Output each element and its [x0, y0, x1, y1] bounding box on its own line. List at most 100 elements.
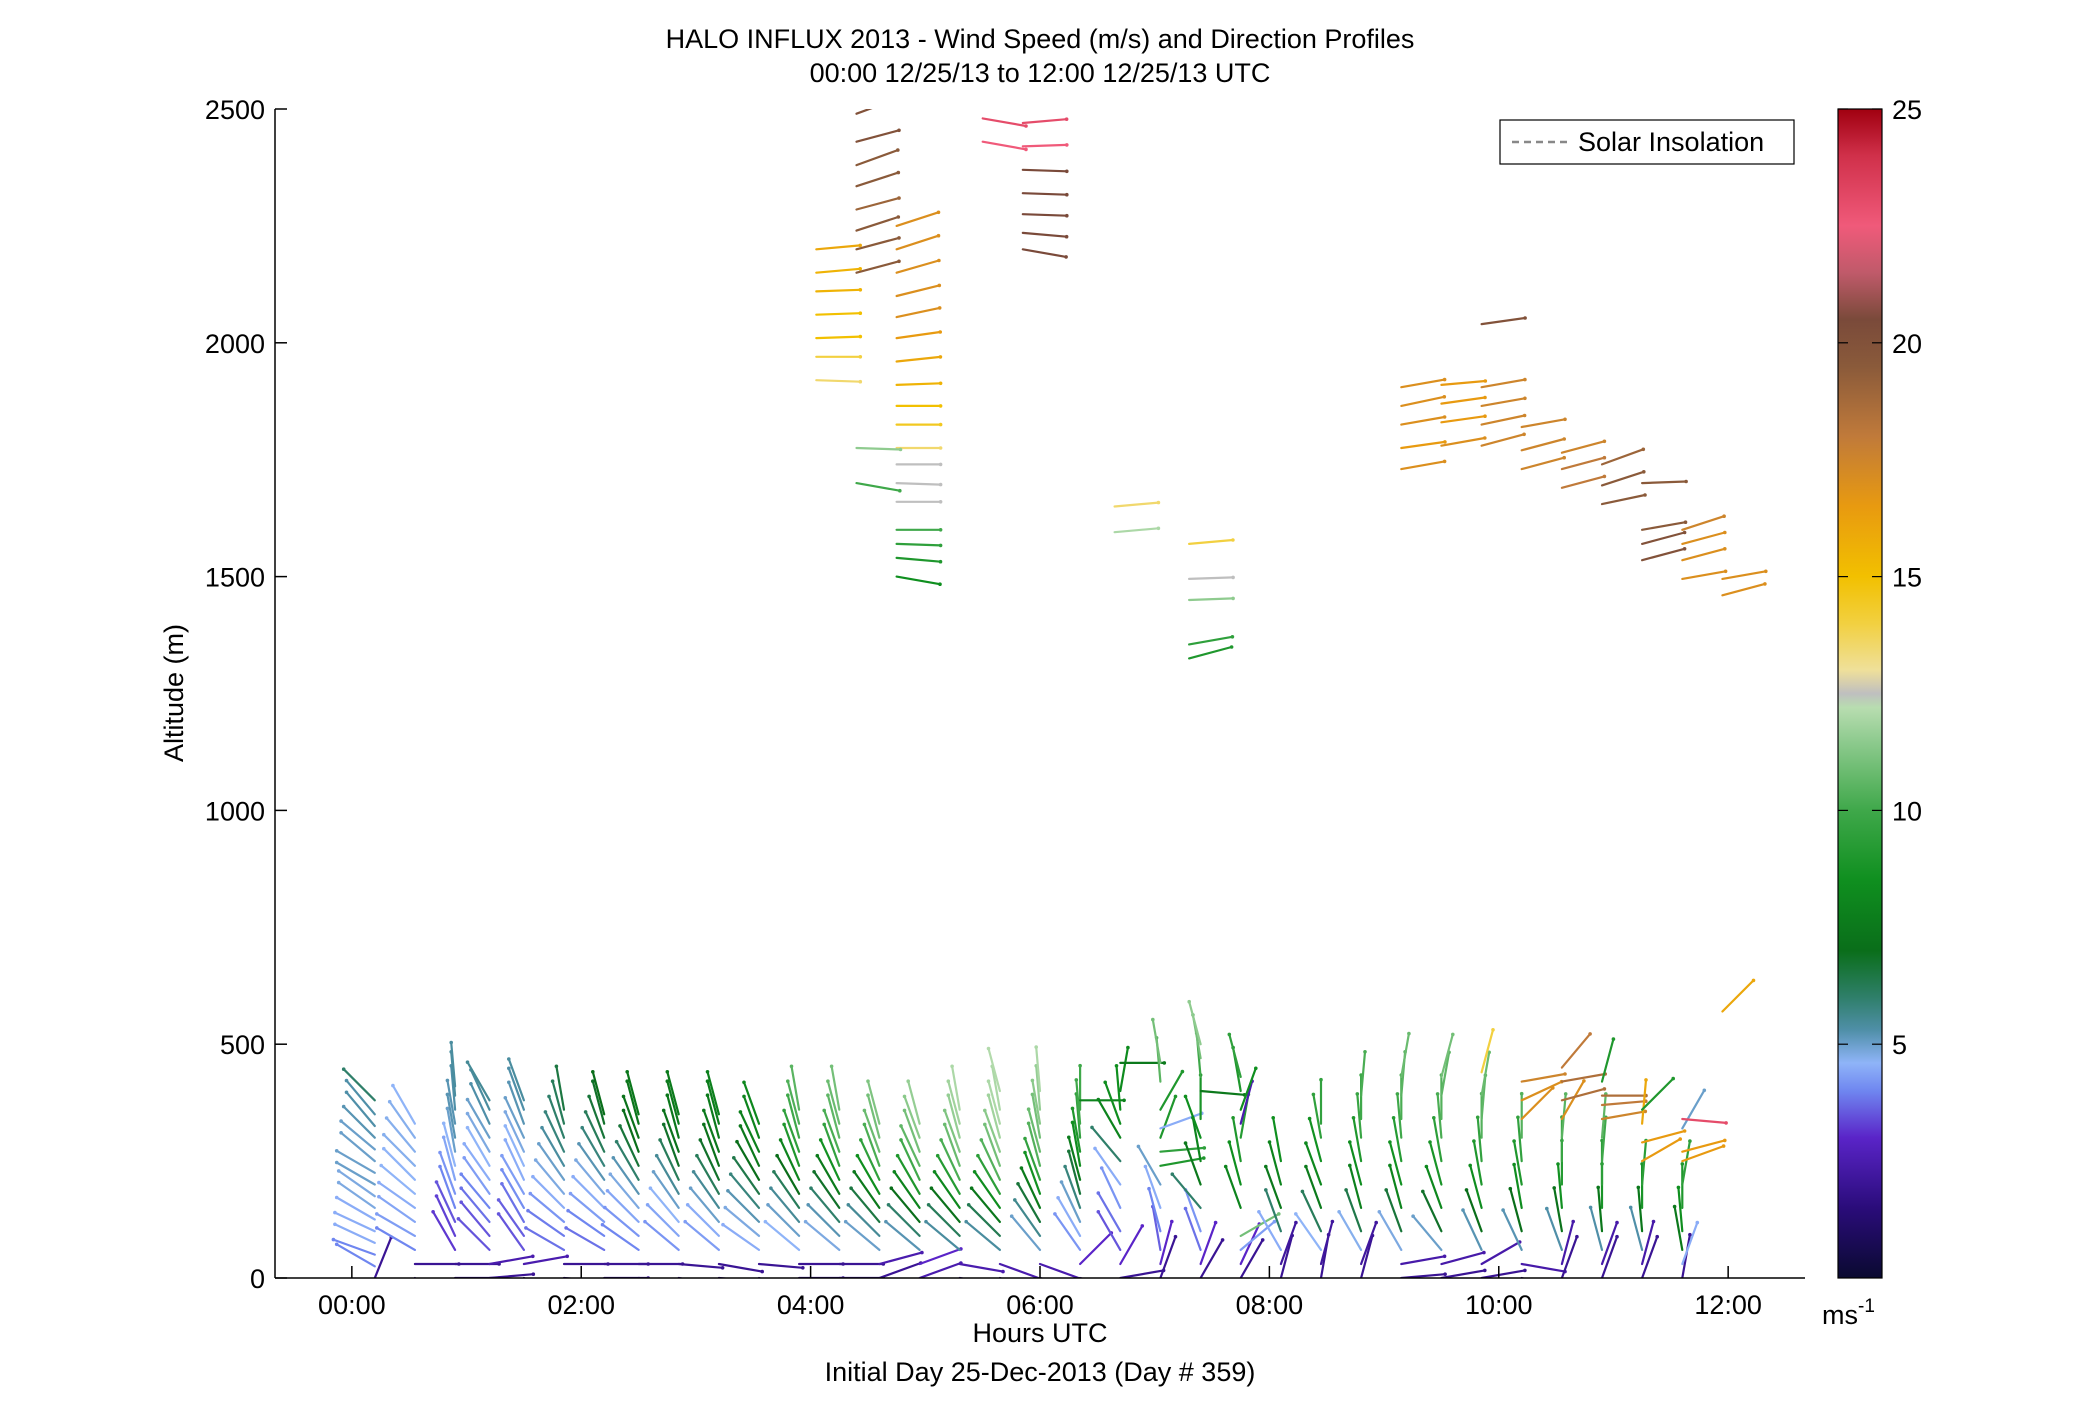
wind-vector	[1199, 1221, 1217, 1266]
wind-vector-head	[1483, 414, 1487, 419]
wind-vector	[1681, 531, 1726, 546]
wind-vector	[1640, 521, 1687, 531]
wind-vector	[1385, 1188, 1403, 1233]
wind-vector	[1637, 1186, 1644, 1233]
wind-vector	[918, 1261, 963, 1278]
wind-vector	[1440, 415, 1487, 424]
wind-vector-head	[445, 1106, 450, 1111]
wind-vector-head	[1411, 1214, 1415, 1218]
wind-vector	[895, 211, 940, 227]
wind-vector	[1440, 1051, 1451, 1097]
wind-vector	[1119, 1269, 1165, 1278]
wind-vector	[466, 1112, 491, 1153]
wind-vector-head	[938, 330, 942, 334]
wind-vector	[830, 1065, 841, 1111]
wind-vector	[819, 1138, 841, 1181]
wind-vector-head	[1722, 514, 1726, 518]
wind-vector	[591, 1070, 606, 1116]
wind-vector	[1520, 456, 1566, 471]
wind-vector	[1600, 470, 1645, 487]
wind-vector	[1480, 1051, 1491, 1097]
wind-vector-head	[769, 1186, 773, 1190]
wind-vector	[1184, 1141, 1202, 1186]
wind-vector-head	[1391, 1116, 1396, 1120]
wind-vector-head	[1723, 569, 1728, 574]
wind-vector	[1035, 1045, 1042, 1093]
wind-vector-head	[938, 446, 943, 450]
wind-vector-head	[1483, 379, 1488, 383]
wind-vector	[1556, 1162, 1564, 1210]
wind-vector-head	[858, 355, 863, 359]
wind-vector-head	[1090, 1125, 1094, 1130]
wind-vector-head	[531, 1254, 535, 1259]
wind-vector	[896, 1154, 921, 1195]
wind-vector	[1520, 1086, 1554, 1121]
wind-vector-head	[500, 1182, 504, 1186]
wind-vector	[1119, 1224, 1144, 1266]
wind-vector	[643, 1220, 680, 1252]
wind-vector	[1411, 1215, 1443, 1252]
wind-vector	[380, 1164, 416, 1195]
wind-vector-head	[1388, 1140, 1392, 1144]
wind-vector-head	[986, 1046, 991, 1051]
wind-vector	[601, 1223, 640, 1252]
wind-vector	[895, 234, 940, 251]
wind-vector	[1600, 1092, 1607, 1139]
wind-vector-head	[1602, 1087, 1607, 1091]
wind-vector-head	[691, 1170, 696, 1174]
wind-vector	[1187, 576, 1235, 581]
wind-vector-head	[938, 381, 943, 386]
wind-vector	[524, 1226, 566, 1252]
wind-vector-head	[1442, 459, 1447, 464]
wind-vector	[1589, 1206, 1604, 1252]
wind-vector	[1090, 1126, 1122, 1163]
wind-vector	[1075, 1092, 1082, 1139]
wind-vector-head	[1099, 1166, 1104, 1170]
wind-vector-head	[896, 170, 901, 175]
wind-vector	[507, 1081, 526, 1125]
wind-vector	[1010, 1215, 1042, 1252]
wind-vector-head	[1636, 1185, 1641, 1190]
wind-vector-head	[1563, 1092, 1568, 1096]
wind-vector	[666, 1080, 680, 1125]
wind-vector	[1472, 1139, 1483, 1186]
wind-vector	[435, 1180, 457, 1224]
wind-vector-head	[855, 1153, 860, 1158]
wind-vector	[987, 1094, 1002, 1139]
wind-vector	[721, 1223, 761, 1252]
wind-vector	[1113, 527, 1160, 534]
wind-vector	[976, 1154, 1002, 1195]
wind-vector-head	[1023, 1150, 1027, 1155]
wind-vector-head	[1562, 437, 1566, 441]
wind-vector-head	[1615, 1234, 1619, 1239]
wind-vector	[1279, 1221, 1298, 1266]
wind-vector-head	[896, 148, 900, 152]
wind-vector-head	[526, 1208, 530, 1213]
wind-vector	[1681, 1089, 1706, 1130]
wind-vector	[1400, 1255, 1446, 1266]
wind-vector-head	[1651, 1219, 1656, 1224]
wind-vector	[943, 1109, 961, 1153]
wind-vector	[1480, 1028, 1495, 1074]
wind-vector	[987, 1080, 1002, 1125]
colorbar-tick-label: 5	[1892, 1030, 1907, 1060]
wind-vector	[1640, 1129, 1686, 1144]
wind-vector-head	[806, 1203, 810, 1207]
wind-vector-head	[1442, 415, 1447, 419]
wind-vector-head	[1064, 255, 1068, 259]
wind-vector	[466, 1098, 491, 1139]
wind-vector-head	[1170, 1219, 1174, 1224]
wind-vector-head	[377, 1180, 381, 1185]
wind-vector-head	[801, 1266, 805, 1270]
wind-vector	[413, 1276, 417, 1278]
wind-vector	[1681, 1139, 1726, 1153]
wind-vector-head	[685, 1203, 690, 1207]
wind-vector	[432, 1210, 457, 1252]
wind-vector	[1600, 1116, 1607, 1163]
wind-vector-head	[858, 311, 863, 316]
wind-vector-head	[1001, 1269, 1005, 1274]
wind-vector	[435, 1194, 457, 1238]
wind-vector-head	[1187, 999, 1191, 1004]
wind-vector-head	[621, 1108, 626, 1113]
wind-vector-head	[1512, 1139, 1516, 1143]
